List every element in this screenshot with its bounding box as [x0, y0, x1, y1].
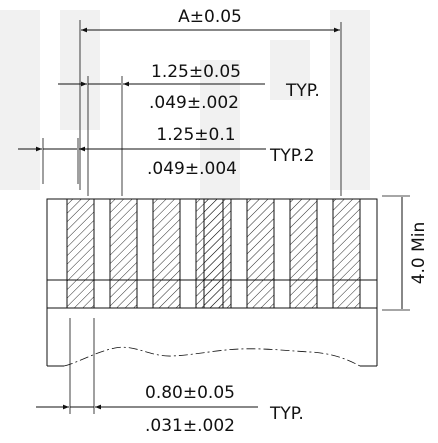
pitch2-note: TYP.2	[269, 146, 315, 166]
break-line	[63, 346, 361, 367]
pin-8	[332, 198, 361, 309]
pin-7	[289, 198, 318, 309]
terminal-outline	[46, 308, 378, 367]
pitch2-inch-label: .049±.004	[147, 159, 237, 179]
pin-6	[246, 198, 275, 309]
pin-width-note: TYP.	[269, 404, 304, 424]
dimension-pin-height: 4.0 Min	[382, 195, 429, 311]
dimension-overall-width: A±0.05	[79, 7, 342, 196]
dimension-pin-width: 0.80±0.05 .031±.002 TYP.	[36, 318, 304, 436]
pin-3	[152, 198, 181, 309]
pin-height-label: 4.0 Min	[409, 222, 429, 285]
overall-width-label: A±0.05	[178, 7, 242, 27]
connector-body	[46, 198, 378, 309]
pitch-metric-label: 1.25±0.05	[151, 62, 241, 82]
pitch-note: TYP.	[285, 81, 320, 101]
pitch2-metric-label: 1.25±0.1	[156, 125, 235, 145]
pin-width-inch-label: .031±.002	[145, 416, 235, 436]
pin-5	[203, 198, 232, 309]
pin-2	[109, 198, 138, 309]
dimension-pitch: 1.25±0.05 .049±.002 TYP.	[58, 62, 320, 196]
pin-width-metric-label: 0.80±0.05	[145, 383, 235, 403]
pin-group	[66, 198, 361, 309]
dimension-pitch-2: 1.25±0.1 .049±.004 TYP.2	[18, 125, 315, 184]
pitch-inch-label: .049±.002	[149, 93, 239, 113]
pin-1	[66, 198, 95, 309]
